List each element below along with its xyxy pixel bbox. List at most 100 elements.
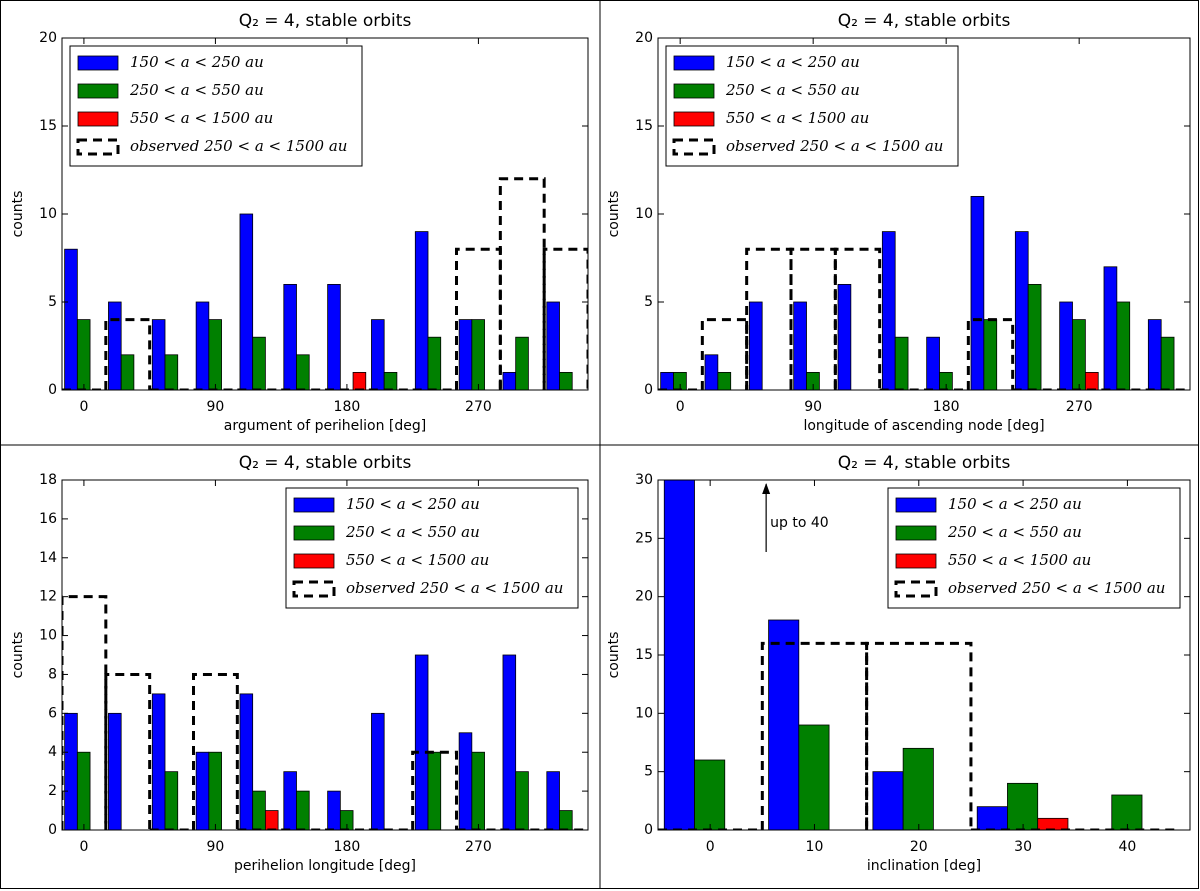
- bar: [970, 195, 985, 390]
- bar: [458, 732, 473, 830]
- bar: [704, 354, 719, 390]
- bar: [120, 354, 135, 390]
- x-tick-label: 0: [676, 399, 685, 415]
- observed-step: [833, 247, 882, 390]
- bar: [1072, 319, 1086, 390]
- bar: [239, 213, 254, 390]
- bar: [108, 712, 122, 830]
- bar: [717, 371, 732, 390]
- legend-label: observed 250 < a < 1500 au: [130, 137, 347, 155]
- x-axis-label: argument of perihelion [deg]: [224, 418, 426, 434]
- bar: [798, 724, 830, 830]
- bar: [1111, 794, 1143, 830]
- bar: [208, 319, 222, 390]
- bar: [515, 771, 529, 830]
- bar: [352, 371, 367, 390]
- bar: [559, 810, 573, 830]
- legend-swatch: [673, 83, 715, 99]
- x-tick-label: 180: [933, 399, 960, 415]
- legend-swatch: [77, 55, 119, 71]
- y-tick-label: 14: [39, 550, 57, 566]
- bar: [239, 693, 254, 830]
- y-axis-label: counts: [10, 632, 26, 679]
- bar: [793, 301, 807, 390]
- bar: [252, 336, 266, 390]
- legend-label: 550 < a < 1500 au: [726, 109, 869, 127]
- chart-title: Q₂ = 4, stable orbits: [838, 453, 1011, 473]
- y-tick-label: 10: [635, 705, 653, 721]
- bar: [264, 810, 279, 830]
- legend-label: 550 < a < 1500 au: [130, 109, 273, 127]
- legend-swatch: [672, 138, 716, 156]
- bar: [1116, 301, 1131, 390]
- bar: [327, 790, 341, 830]
- y-tick-label: 0: [48, 822, 57, 838]
- axes-frame: [61, 479, 589, 831]
- annotation-arrowhead: [762, 483, 771, 494]
- bar: [1084, 371, 1099, 390]
- y-tick-label: 5: [48, 294, 57, 310]
- bar: [164, 354, 179, 390]
- y-tick-label: 15: [39, 118, 57, 134]
- legend-swatch: [292, 580, 336, 598]
- bar: [1103, 266, 1118, 390]
- chart-title: Q₂ = 4, stable orbits: [838, 11, 1011, 31]
- y-tick-label: 20: [39, 30, 57, 46]
- x-tick-label: 20: [910, 839, 928, 855]
- bar: [894, 336, 909, 390]
- bar: [502, 371, 517, 390]
- bar: [1014, 231, 1029, 390]
- bar: [559, 371, 573, 390]
- legend-swatch: [293, 525, 335, 541]
- y-tick-label: 20: [635, 589, 653, 605]
- bar: [151, 319, 166, 390]
- x-tick-label: 0: [706, 839, 715, 855]
- observed-step: [760, 641, 869, 830]
- legend-label: 250 < a < 550 au: [345, 523, 480, 541]
- legend-swatch: [293, 497, 335, 513]
- y-tick-label: 5: [644, 764, 653, 780]
- bar: [76, 319, 91, 390]
- bar: [151, 693, 166, 830]
- bar: [371, 319, 385, 390]
- bar: [414, 654, 429, 830]
- bar: [546, 301, 560, 390]
- y-axis-label: counts: [606, 632, 622, 679]
- plot-area: [658, 480, 1180, 830]
- bar: [296, 790, 310, 830]
- bar: [1007, 782, 1039, 830]
- x-tick-label: 180: [334, 839, 361, 855]
- legend-swatch: [76, 138, 120, 156]
- y-tick-label: 10: [39, 206, 57, 222]
- bar: [76, 751, 91, 830]
- y-tick-label: 0: [644, 382, 653, 398]
- bar: [837, 283, 852, 390]
- observed-step: [789, 247, 837, 390]
- bar: [976, 806, 1008, 830]
- plot-area: [658, 195, 1190, 390]
- bar: [881, 231, 896, 390]
- bar: [983, 319, 998, 390]
- legend-swatch: [77, 83, 119, 99]
- y-tick-label: 8: [48, 666, 57, 682]
- legend-swatch: [895, 497, 937, 513]
- bar: [371, 712, 385, 830]
- bar: [414, 231, 429, 390]
- chart-title: Q₂ = 4, stable orbits: [239, 453, 412, 473]
- legend-label: 150 < a < 250 au: [346, 495, 480, 513]
- observed-step: [700, 318, 749, 390]
- legend-swatch: [77, 111, 119, 127]
- legend-label: 150 < a < 250 au: [130, 53, 264, 71]
- bar: [252, 790, 266, 830]
- bar: [872, 771, 904, 830]
- x-tick-label: 90: [804, 399, 822, 415]
- observed-step: [455, 247, 502, 390]
- bar: [748, 301, 763, 390]
- x-tick-label: 90: [207, 839, 225, 855]
- y-tick-label: 16: [39, 511, 57, 527]
- bar: [1059, 301, 1073, 390]
- bar: [108, 301, 122, 390]
- y-tick-label: 0: [48, 382, 57, 398]
- legend-label: observed 250 < a < 1500 au: [948, 579, 1165, 597]
